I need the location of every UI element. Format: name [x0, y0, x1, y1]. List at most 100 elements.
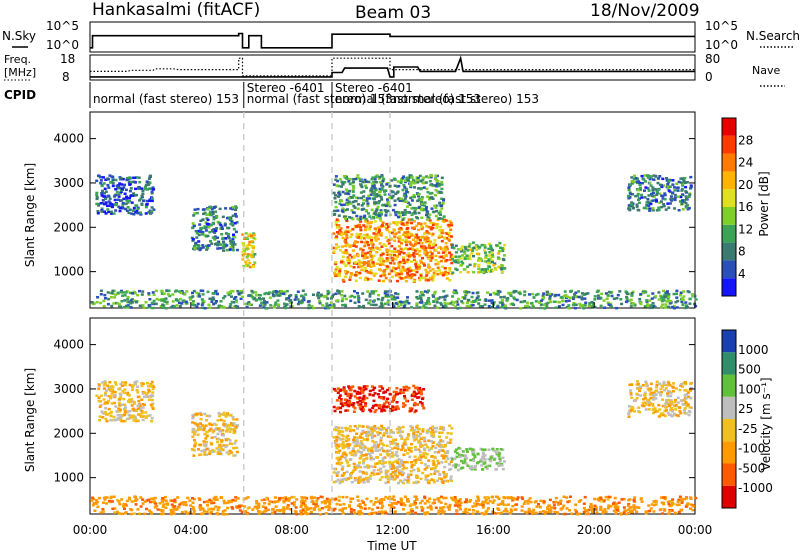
data-cell	[344, 231, 348, 234]
data-cell	[379, 210, 383, 214]
data-cell	[424, 250, 428, 253]
data-cell	[194, 441, 198, 445]
data-cell	[197, 448, 200, 451]
data-cell	[246, 264, 250, 267]
data-cell	[466, 249, 470, 252]
data-cell	[105, 401, 109, 405]
data-cell	[667, 381, 671, 385]
data-cell	[216, 292, 219, 296]
data-cell	[425, 453, 429, 456]
data-cell	[347, 200, 351, 203]
data-cell	[129, 306, 133, 309]
data-cell	[541, 510, 545, 513]
data-cell	[383, 225, 387, 228]
data-cell	[517, 291, 521, 295]
data-cell	[487, 304, 491, 308]
data-cell	[371, 426, 375, 429]
data-cell	[117, 402, 121, 405]
data-cell	[338, 456, 342, 460]
data-cell	[420, 247, 424, 250]
data-cell	[366, 251, 370, 254]
data-cell	[394, 470, 398, 473]
data-cell	[352, 410, 356, 413]
data-cell	[340, 209, 344, 212]
data-cell	[414, 243, 417, 246]
data-cell	[410, 442, 413, 446]
data-cell	[343, 294, 347, 298]
data-cell	[209, 213, 213, 217]
data-cell	[440, 187, 444, 191]
data-cell	[98, 419, 101, 422]
data-cell	[531, 510, 535, 514]
data-cell	[500, 464, 504, 467]
data-cell	[436, 273, 440, 276]
data-cell	[191, 415, 195, 418]
data-cell	[651, 302, 655, 305]
data-cell	[234, 296, 238, 299]
data-cell	[345, 436, 348, 439]
data-cell	[438, 255, 442, 259]
data-cell	[232, 305, 236, 308]
data-cell	[199, 453, 203, 456]
data-cell	[454, 267, 458, 271]
data-cell	[475, 244, 479, 247]
data-cell	[212, 216, 216, 219]
data-cell	[347, 385, 351, 388]
data-cell	[228, 216, 232, 219]
data-cell	[247, 301, 251, 304]
data-cell	[673, 198, 677, 202]
data-cell	[593, 298, 597, 301]
data-cell	[405, 243, 409, 247]
data-cell	[469, 447, 473, 451]
data-cell	[401, 467, 405, 471]
data-cell	[217, 222, 221, 225]
data-cell	[204, 229, 208, 232]
data-cell	[138, 404, 142, 408]
data-cell	[377, 215, 381, 219]
data-cell	[234, 300, 238, 304]
data-cell	[400, 435, 404, 438]
data-cell	[402, 213, 405, 217]
data-cell	[208, 429, 212, 432]
data-cell	[223, 224, 227, 227]
data-cell	[353, 389, 357, 393]
data-cell	[351, 447, 355, 450]
data-cell	[218, 247, 222, 250]
data-cell	[445, 273, 449, 276]
data-cell	[356, 436, 360, 439]
data-cell	[423, 204, 427, 207]
data-cell	[402, 261, 406, 265]
data-cell	[432, 210, 436, 214]
data-cell	[395, 475, 399, 478]
data-cell	[660, 295, 664, 298]
data-cell	[97, 384, 101, 388]
data-cell	[679, 411, 683, 415]
data-cell	[431, 223, 435, 227]
data-cell	[222, 413, 226, 416]
data-cell	[440, 207, 444, 210]
data-cell	[501, 303, 505, 307]
data-cell	[384, 400, 388, 403]
data-cell	[457, 446, 461, 450]
data-cell	[334, 194, 337, 197]
data-cell	[478, 245, 482, 249]
data-cell	[664, 303, 668, 306]
data-cell	[247, 253, 250, 256]
data-cell	[125, 196, 129, 200]
data-cell	[212, 217, 216, 221]
data-cell	[388, 462, 392, 465]
data-cell	[379, 232, 383, 235]
data-cell	[499, 246, 502, 249]
data-cell	[233, 427, 236, 430]
data-cell	[464, 247, 468, 251]
data-cell	[472, 271, 476, 274]
data-cell	[482, 270, 486, 274]
data-cell	[688, 297, 692, 301]
data-cell	[373, 441, 376, 444]
data-cell	[382, 427, 386, 430]
data-cell	[114, 202, 118, 206]
data-cell	[350, 481, 354, 484]
data-cell	[401, 265, 405, 269]
data-cell	[235, 418, 239, 421]
data-cell	[114, 293, 118, 296]
